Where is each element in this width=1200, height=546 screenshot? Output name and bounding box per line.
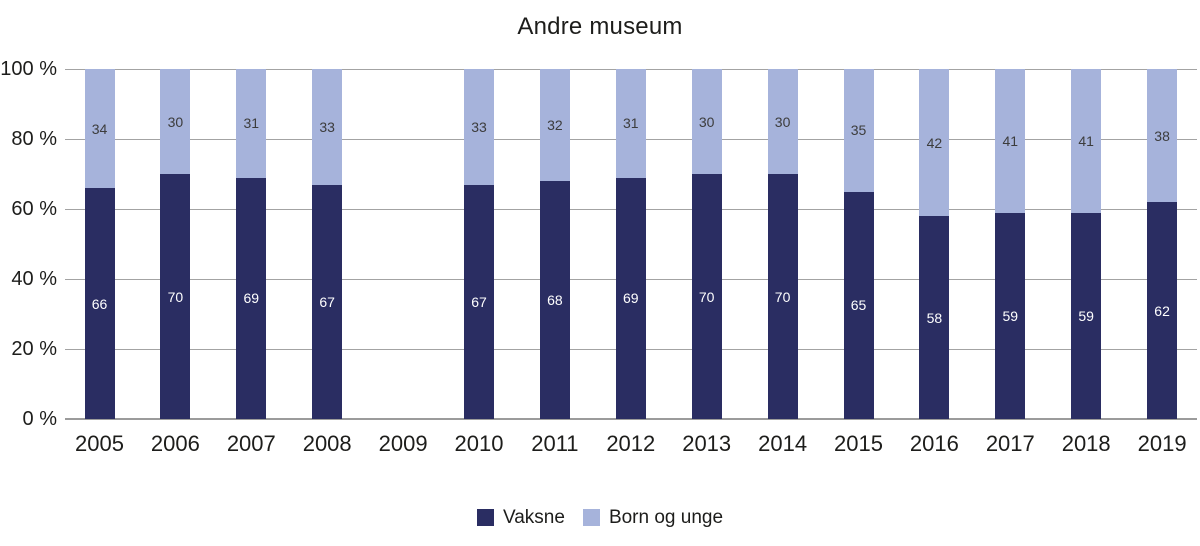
bar-value-label: 33: [319, 118, 335, 135]
bar-segment-born-og-unge: 30: [160, 69, 191, 174]
bar-value-label: 31: [243, 115, 260, 132]
x-tick-label: 2011: [531, 431, 579, 456]
bar-value-label: 34: [91, 120, 108, 137]
bar-value-label: 30: [698, 113, 715, 130]
bar-segment-born-og-unge: 33: [464, 69, 494, 185]
bar-segment-vaksne: 67: [464, 184, 494, 419]
bar-value-label: 67: [319, 293, 335, 310]
bar-segment-vaksne: 68: [539, 181, 570, 419]
bar-segment-born-og-unge: 30: [691, 69, 722, 174]
y-tick-label: 100 %: [0, 58, 57, 80]
x-tick-label: 2008: [302, 431, 352, 456]
bar-value-label: 68: [547, 292, 563, 308]
bar-segment-born-og-unge: 41: [1071, 69, 1102, 213]
y-tick-label: 40 %: [11, 268, 57, 290]
bar-value-label: 41: [1078, 132, 1094, 149]
chart-legend: Vaksne Born og unge: [0, 508, 1200, 527]
legend-item-born-og-unge: Born og unge: [582, 507, 724, 528]
bar-segment-born-og-unge: 33: [312, 69, 343, 185]
x-tick-label: 2005: [75, 431, 124, 456]
x-tick-label: 2006: [150, 431, 200, 456]
bar-value-label: 59: [1078, 307, 1094, 324]
legend-swatch-icon: [582, 509, 600, 526]
bar-value-label: 70: [774, 288, 791, 305]
bar-segment-vaksne: 70: [691, 174, 722, 419]
bar-segment-born-og-unge: 42: [919, 69, 950, 216]
bar-segment-vaksne: 58: [919, 216, 950, 419]
bar-value-label: 67: [471, 293, 487, 310]
bar-value-label: 62: [1154, 302, 1170, 319]
y-tick-label: 20 %: [11, 338, 57, 360]
x-tick-label: 2014: [758, 431, 808, 456]
legend-label: Born og unge: [608, 507, 724, 528]
bar-value-label: 69: [623, 290, 639, 307]
bar-segment-vaksne: 69: [615, 177, 646, 419]
bar-segment-born-og-unge: 38: [1147, 69, 1178, 202]
bar-value-label: 38: [1154, 127, 1170, 144]
bar-segment-vaksne: 59: [1071, 212, 1102, 419]
bar-value-label: 65: [850, 297, 867, 314]
bar-segment-born-og-unge: 32: [539, 69, 570, 181]
x-tick-label: 2016: [909, 431, 959, 456]
bar-segment-born-og-unge: 31: [236, 69, 267, 178]
x-tick-label: 2009: [378, 431, 428, 456]
bar-segment-vaksne: 66: [84, 188, 115, 419]
y-tick-label: 0 %: [22, 408, 57, 430]
y-tick-label: 60 %: [11, 198, 57, 220]
bar-segment-born-og-unge: 30: [767, 69, 798, 174]
bar-segment-vaksne: 67: [312, 184, 343, 419]
bar-value-label: 33: [471, 118, 487, 135]
y-tick-label: 80 %: [11, 128, 57, 150]
legend-swatch-icon: [476, 509, 494, 526]
x-tick-label: 2012: [606, 431, 656, 456]
bar-segment-vaksne: 59: [995, 212, 1026, 419]
bar-value-label: 42: [926, 134, 943, 151]
bar-value-label: 70: [167, 288, 184, 305]
legend-label: Vaksne: [502, 507, 565, 528]
x-tick-label: 2018: [1061, 431, 1111, 456]
bar-value-label: 30: [774, 113, 791, 130]
bar-value-label: 30: [167, 113, 184, 130]
x-tick-label: 2007: [226, 431, 276, 456]
x-tick-label: 2017: [985, 431, 1035, 456]
bar-value-label: 66: [91, 295, 108, 312]
chart-title: Andre museum: [517, 13, 683, 40]
x-axis-baseline: [65, 418, 1197, 420]
bar-value-label: 70: [698, 288, 715, 305]
bar-segment-vaksne: 65: [843, 191, 874, 419]
x-tick-label: 2013: [682, 431, 732, 456]
bar-value-label: 69: [243, 290, 260, 307]
bar-segment-vaksne: 70: [767, 174, 798, 419]
legend-item-vaksne: Vaksne: [476, 507, 565, 528]
bar-segment-born-og-unge: 31: [615, 69, 646, 178]
bar-segment-vaksne: 69: [236, 177, 267, 419]
bar-value-label: 32: [547, 117, 563, 133]
bar-value-label: 35: [850, 122, 867, 139]
x-tick-label: 2010: [454, 431, 504, 456]
bar-value-label: 58: [926, 309, 943, 326]
bar-segment-vaksne: 70: [160, 174, 191, 419]
bar-segment-vaksne: 62: [1147, 202, 1178, 419]
bar-segment-born-og-unge: 35: [843, 69, 874, 192]
bar-value-label: 59: [1002, 307, 1019, 324]
bar-segment-born-og-unge: 34: [84, 69, 115, 188]
bar-value-label: 31: [623, 115, 639, 132]
bar-segment-born-og-unge: 41: [995, 69, 1026, 213]
x-tick-label: 2015: [834, 431, 883, 456]
x-tick-label: 2019: [1137, 431, 1187, 456]
bar-value-label: 41: [1002, 132, 1019, 149]
